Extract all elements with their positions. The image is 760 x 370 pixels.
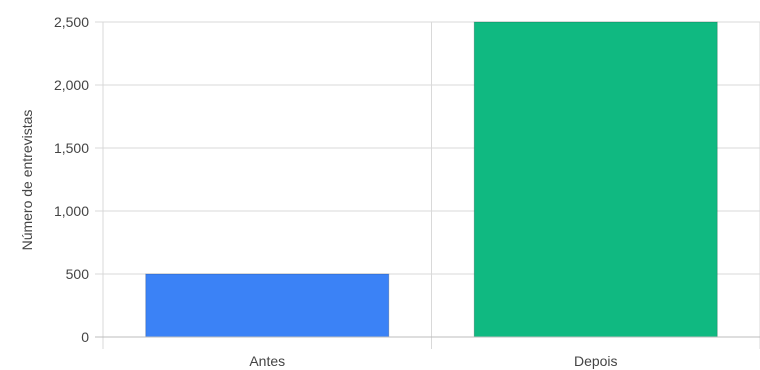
x-tick-label: Depois: [574, 353, 618, 369]
bars: [145, 21, 718, 338]
y-tick-label: 2,500: [54, 14, 89, 30]
axes: 0 500 1,000 1,500 2,000 2,500 Antes Depois: [54, 14, 760, 369]
y-tick-label: 500: [66, 266, 90, 282]
y-tick-label: 2,000: [54, 77, 89, 93]
x-tick-label: Antes: [249, 353, 285, 369]
y-tick-label: 0: [81, 329, 89, 345]
bar-depois: [473, 21, 718, 338]
y-axis-title: Número de entrevistas: [19, 110, 35, 251]
y-tick-label: 1,000: [54, 203, 89, 219]
y-tick-label: 1,500: [54, 140, 89, 156]
bar-antes: [145, 273, 390, 338]
